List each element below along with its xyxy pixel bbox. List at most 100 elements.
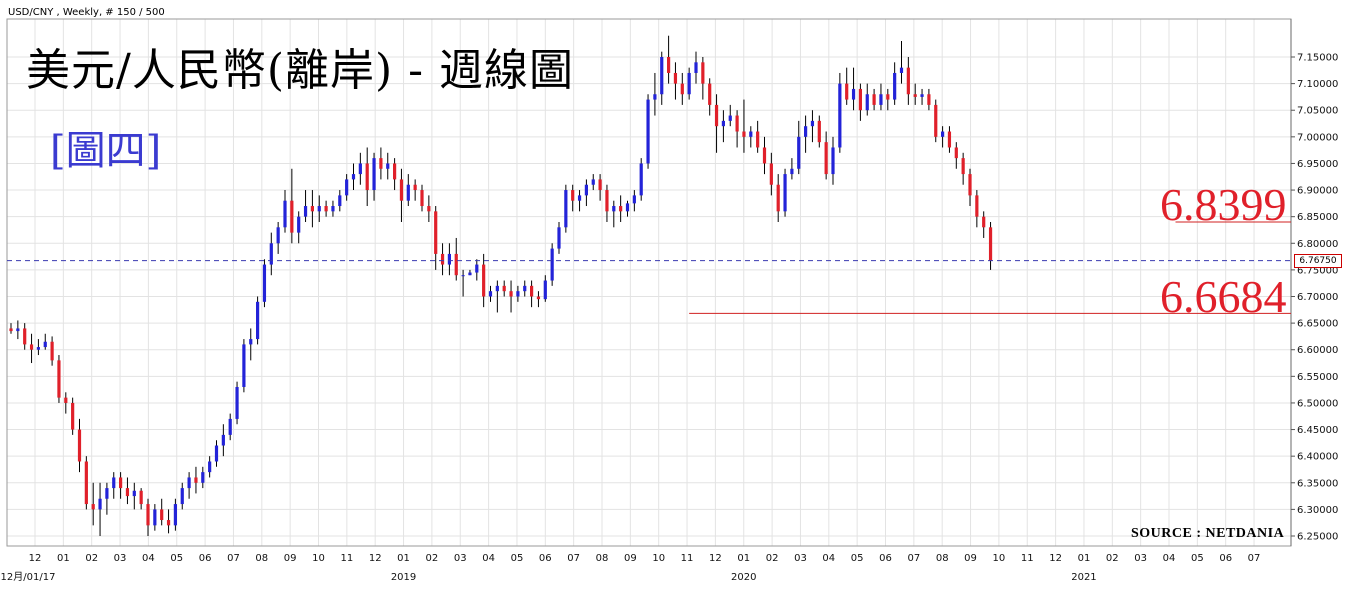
x-tick-label: 05 <box>511 553 524 564</box>
candle-body <box>482 264 486 297</box>
source-label: SOURCE : NETDANIA <box>1131 526 1285 541</box>
candle-body <box>776 184 780 212</box>
x-tick-label: 05 <box>1191 553 1204 564</box>
candle-body <box>256 301 260 340</box>
candle-body <box>906 67 910 95</box>
y-tick-label: 7.10000 <box>1297 79 1338 90</box>
candle-body <box>769 163 773 185</box>
candle-body <box>783 174 787 212</box>
candle-body <box>153 509 157 526</box>
candle-body <box>577 195 582 201</box>
candle-body <box>262 264 267 302</box>
candle-body <box>50 341 54 361</box>
candle-body <box>721 120 725 127</box>
x-tick-label: 11 <box>1021 553 1034 564</box>
candle-body <box>838 83 842 148</box>
candle-body <box>954 147 958 159</box>
candle-body <box>98 498 102 510</box>
candle-body <box>495 285 499 292</box>
candle-body <box>680 83 684 95</box>
y-tick-label: 6.75000 <box>1297 265 1338 276</box>
candle-body <box>536 296 541 300</box>
x-tick-label: 11 <box>340 553 353 564</box>
candle-body <box>125 488 130 497</box>
resistance-level-label: 6.8399 <box>1160 179 1287 230</box>
candle-body <box>879 94 883 105</box>
y-tick-label: 6.65000 <box>1297 319 1338 330</box>
candle-body <box>516 291 520 297</box>
x-tick-label: 07 <box>907 553 920 564</box>
candle-body <box>749 131 753 137</box>
y-axis: 6.25000 6.30000 6.35000 6.40000 6.45000 6.500… <box>1291 53 1338 543</box>
y-tick-label: 7.00000 <box>1297 132 1338 143</box>
x-tick-label: 12 <box>1049 553 1062 564</box>
candle-body <box>345 179 349 196</box>
candle-body <box>831 147 835 175</box>
x-tick-label: 09 <box>624 553 637 564</box>
y-tick-label: 6.55000 <box>1297 372 1338 383</box>
x-year-label: 2019 <box>391 572 416 583</box>
candle-body <box>29 344 34 350</box>
x-tick-label: 10 <box>312 553 325 564</box>
x-tick-label: 03 <box>1134 553 1147 564</box>
candle-body <box>276 227 280 244</box>
candle-body <box>64 397 68 403</box>
candle-body <box>365 163 369 191</box>
y-tick-label: 6.60000 <box>1297 345 1338 356</box>
level-lines <box>689 221 1291 314</box>
y-tick-label: 6.45000 <box>1297 425 1338 436</box>
candle-body <box>502 285 506 292</box>
candle-body <box>961 158 965 175</box>
candle-body <box>543 280 547 300</box>
candle-body <box>810 120 815 127</box>
y-tick-label: 6.70000 <box>1297 292 1338 303</box>
y-tick-label: 6.25000 <box>1297 532 1338 543</box>
candle-body <box>221 434 225 446</box>
candle-body <box>71 402 75 430</box>
candle-body <box>84 461 88 505</box>
candle-body <box>851 88 856 100</box>
candle-body <box>934 104 938 137</box>
candle-body <box>303 206 308 217</box>
candle-body <box>283 200 287 228</box>
candle-body <box>434 211 438 254</box>
candle-body <box>824 142 828 175</box>
candle-body <box>488 291 493 297</box>
candle-body <box>214 445 219 462</box>
candle-body <box>858 88 862 111</box>
x-tick-label: 07 <box>1248 553 1261 564</box>
candle-body <box>927 94 931 105</box>
candle-body <box>461 275 465 277</box>
x-tick-label: 01 <box>1078 553 1091 564</box>
candle-body <box>708 83 712 105</box>
candle-body <box>440 253 445 265</box>
y-tick-label: 7.15000 <box>1297 53 1338 64</box>
candle-body <box>865 94 869 111</box>
y-tick-label: 6.85000 <box>1297 212 1338 223</box>
x-tick-label: 07 <box>567 553 580 564</box>
x-tick-label: 02 <box>766 553 779 564</box>
x-tick-label: 04 <box>142 553 155 564</box>
candle-body <box>324 206 328 212</box>
candle-body <box>427 206 431 212</box>
instrument-header: USD/CNY , Weekly, # 150 / 500 <box>8 7 165 18</box>
candle-body <box>166 520 171 526</box>
candle-body <box>91 504 95 510</box>
candle-body <box>557 227 561 249</box>
candle-body <box>379 158 383 169</box>
candle-body <box>673 72 678 84</box>
candle-body <box>639 163 643 196</box>
x-tick-label: 01 <box>397 553 410 564</box>
candle-body <box>625 203 630 212</box>
candle-body <box>660 57 664 95</box>
candle-body <box>454 253 458 276</box>
x-tick-label: 05 <box>851 553 864 564</box>
candle-body <box>187 477 191 489</box>
candle-body <box>413 184 417 191</box>
candle-body <box>447 253 451 265</box>
candle-body <box>564 190 568 228</box>
candle-body <box>338 195 342 207</box>
candle-body <box>913 94 917 97</box>
y-tick-label: 6.30000 <box>1297 505 1338 516</box>
